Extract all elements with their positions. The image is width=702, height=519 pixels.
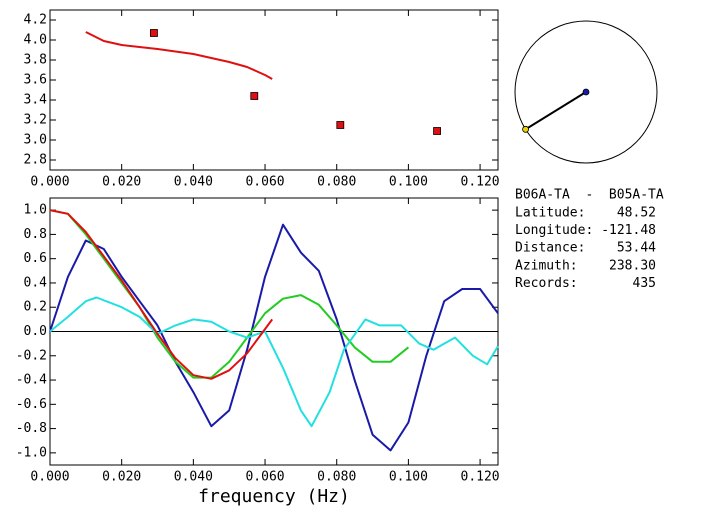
y-tick-label: -1.0 (16, 445, 47, 460)
azimuth-line (525, 91, 587, 131)
series-line (49, 296, 499, 428)
azimuth-circle (514, 20, 658, 164)
y-tick-label: 0.0 (24, 324, 47, 339)
x-tick-label: 0.060 (245, 175, 284, 190)
x-tick-label: 0.000 (30, 470, 69, 485)
y-tick-label: 3.4 (24, 93, 48, 108)
x-tick-label: 0.120 (461, 175, 500, 190)
y-tick-label: -0.4 (16, 373, 47, 388)
x-tick-label: 0.020 (102, 470, 141, 485)
station-pair: B06A-TA - B05A-TA (515, 188, 664, 203)
marker (433, 127, 441, 135)
marker (150, 29, 158, 37)
info-value: 238.30 (609, 258, 656, 273)
x-tick-label: 0.080 (317, 470, 356, 485)
x-tick-label: 0.000 (30, 175, 69, 190)
y-tick-label: -0.2 (16, 348, 47, 363)
y-tick-label: 0.4 (24, 275, 48, 290)
x-tick-label: 0.060 (245, 470, 284, 485)
y-tick-label: 4.2 (24, 13, 47, 28)
y-tick-label: 3.2 (24, 113, 47, 128)
y-tick-label: 0.6 (24, 251, 47, 266)
info-value: 48.52 (617, 206, 656, 221)
y-tick-label: -0.8 (16, 421, 47, 436)
marker (336, 121, 345, 129)
x-tick-label: 0.040 (174, 175, 213, 190)
station-origin (582, 88, 590, 96)
y-tick-label: 1.0 (24, 203, 47, 218)
y-tick-label: 3.6 (24, 73, 47, 88)
y-tick-label: 0.8 (24, 227, 47, 242)
series-line (85, 31, 273, 80)
info-label: Longitude: (515, 223, 593, 238)
info-value: 435 (633, 276, 656, 291)
x-tick-label: 0.120 (461, 470, 500, 485)
y-tick-label: -0.6 (16, 397, 47, 412)
info-label: Distance: (515, 241, 585, 256)
x-tick-label: 0.080 (317, 175, 356, 190)
series-line (49, 209, 274, 380)
y-tick-label: 0.2 (24, 300, 47, 315)
info-label: Records: (515, 276, 578, 291)
series-line (49, 223, 499, 452)
series-line (49, 209, 410, 379)
y-tick-label: 3.8 (24, 53, 47, 68)
y-tick-label: 4.0 (24, 33, 47, 48)
y-tick-label: 3.0 (24, 133, 47, 148)
x-tick-label: 0.100 (389, 470, 428, 485)
y-tick-label: 2.8 (24, 153, 47, 168)
station-target (522, 125, 529, 133)
x-tick-label: 0.040 (174, 470, 213, 485)
info-value: -121.48 (601, 223, 656, 238)
plot-frame (49, 9, 499, 171)
x-axis-label: frequency (Hz) (198, 486, 350, 507)
info-label: Azimuth: (515, 258, 578, 273)
x-tick-label: 0.020 (102, 175, 141, 190)
info-value: 53.44 (617, 241, 656, 256)
info-label: Latitude: (515, 206, 585, 221)
x-tick-label: 0.100 (389, 175, 428, 190)
marker (250, 92, 259, 100)
